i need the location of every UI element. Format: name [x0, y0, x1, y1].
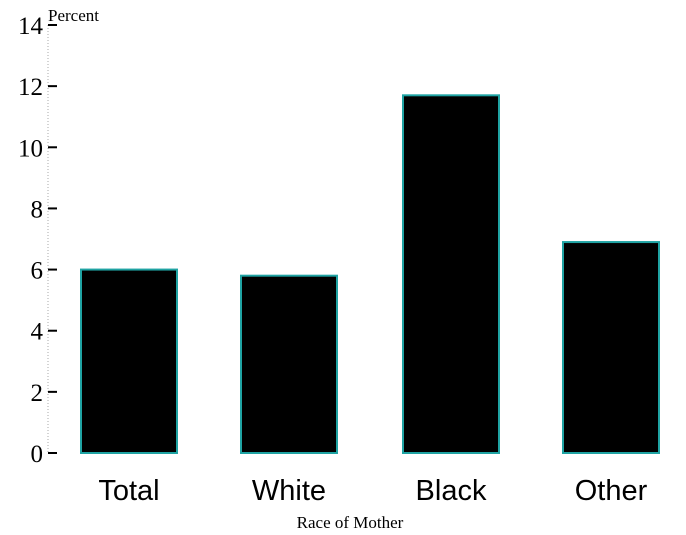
- bar-white: [240, 274, 338, 454]
- x-category-label: White: [252, 475, 326, 507]
- x-category-label: Black: [416, 475, 487, 507]
- y-tick-label: 4: [31, 319, 44, 346]
- bar-other: [562, 241, 660, 454]
- x-axis-title: Race of Mother: [297, 513, 404, 532]
- y-tick-label: 6: [31, 258, 44, 285]
- y-tick-label: 8: [31, 196, 44, 223]
- bar-black: [402, 94, 500, 454]
- y-axis-title: Percent: [48, 6, 99, 25]
- bars: [80, 94, 660, 455]
- y-tick-label: 10: [18, 135, 43, 162]
- y-tick-label: 12: [18, 74, 43, 101]
- y-tick-label: 0: [31, 441, 44, 468]
- y-tick-label: 14: [18, 13, 44, 40]
- bar-total: [80, 268, 178, 455]
- y-tick-label: 2: [31, 380, 44, 407]
- x-category-label: Total: [98, 475, 159, 507]
- y-ticks: 0 2 4 6 8 10 12 14: [18, 13, 57, 468]
- x-category-label: Other: [575, 475, 648, 507]
- x-labels: Total White Black Other: [98, 475, 647, 507]
